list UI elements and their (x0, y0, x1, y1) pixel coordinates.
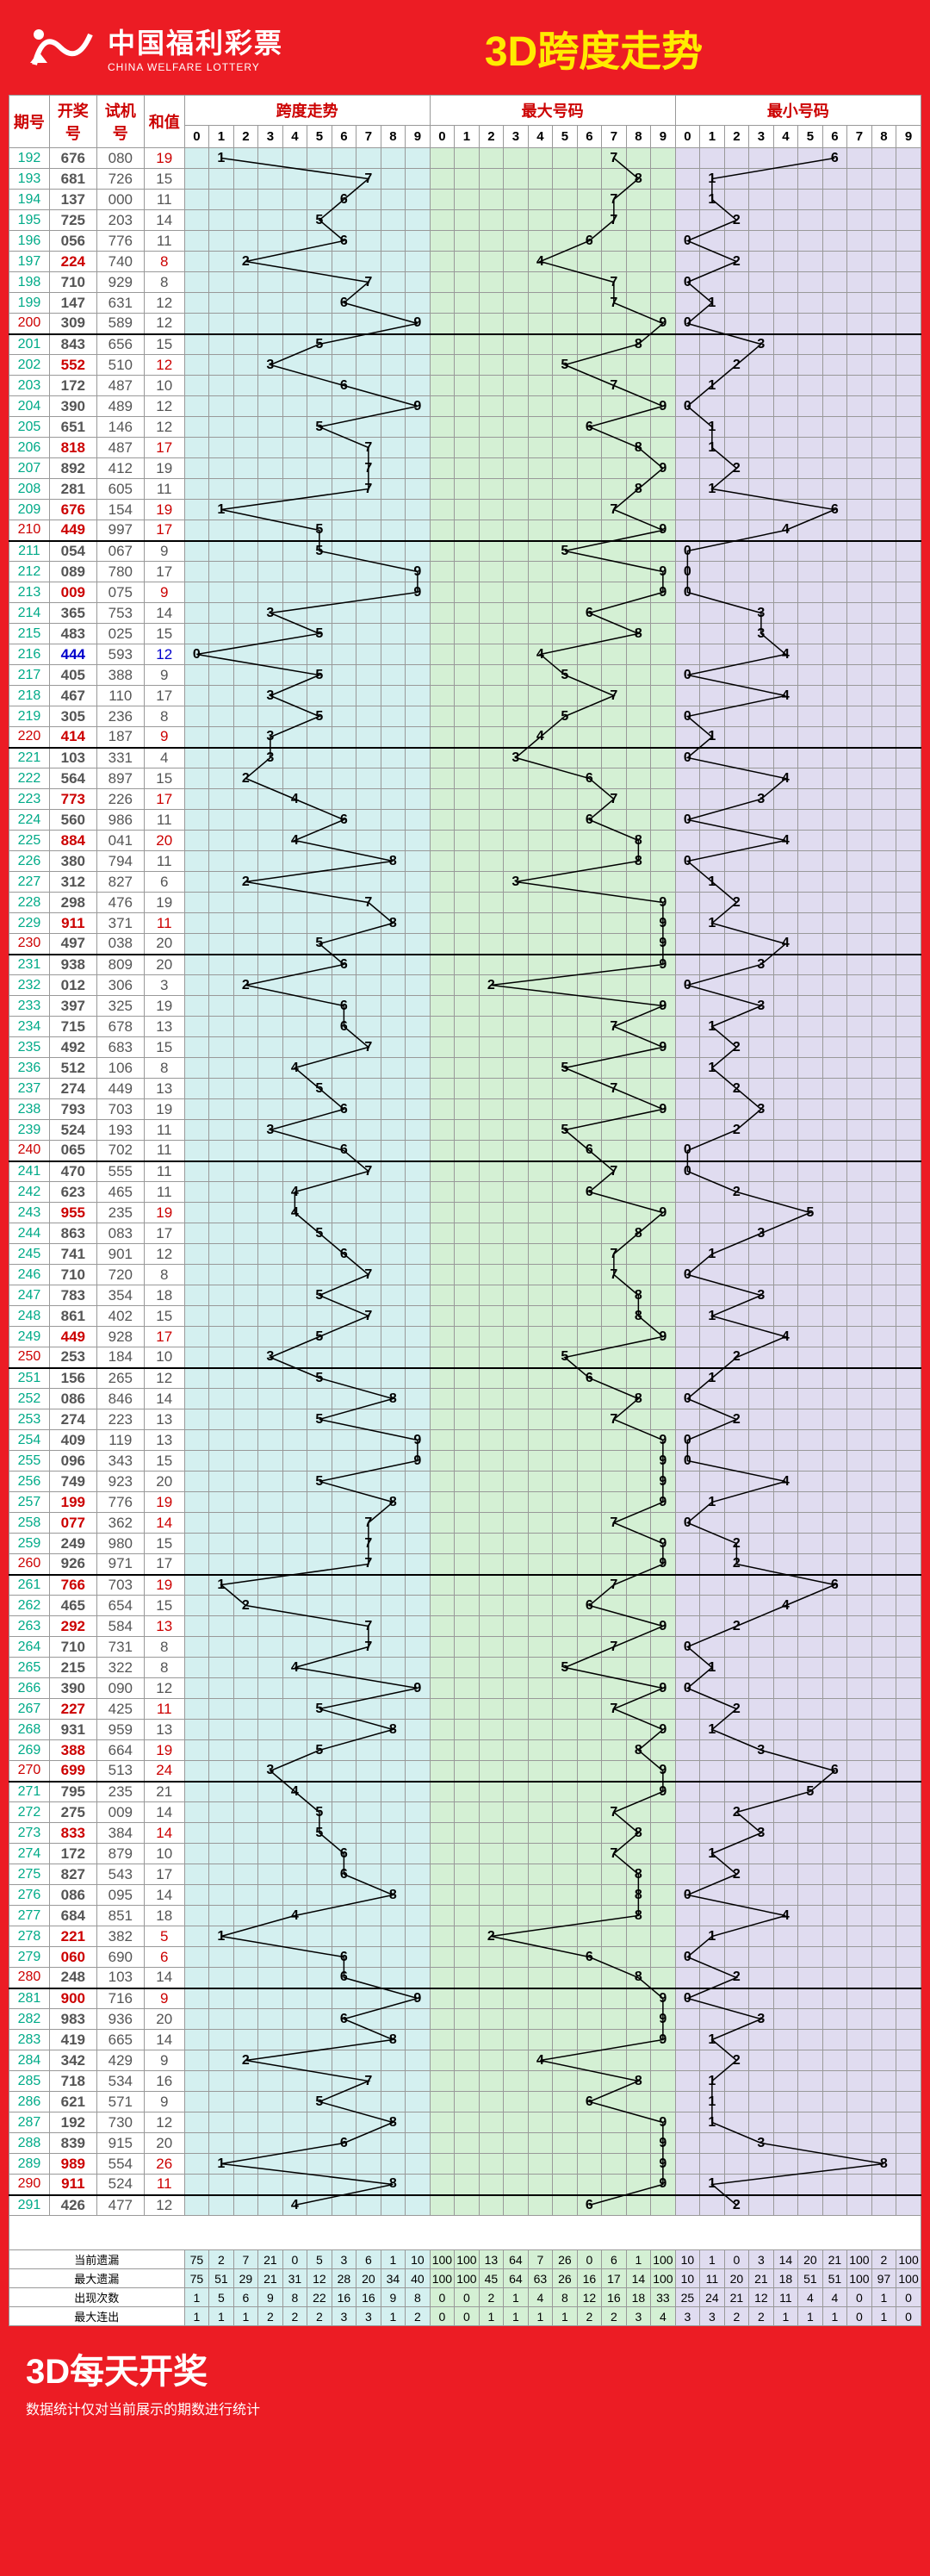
logo-text-cn: 中国福利彩票 (108, 22, 283, 61)
digit-header-cell: 8 (381, 126, 406, 148)
digit-header-cell: 8 (871, 126, 896, 148)
footer-title: 3D每天开奖 (26, 2343, 904, 2393)
col-issue: 期号 (9, 96, 50, 148)
trend-table: 期号 开奖号 试机号 和值 跨度走势 最大号码 最小号码 01234567890… (9, 95, 921, 2326)
digit-header-cell: 4 (773, 126, 798, 148)
digit-header-cell: 2 (233, 126, 258, 148)
digit-header-cell: 9 (406, 126, 431, 148)
lottery-logo-icon (26, 22, 95, 73)
digit-header-cell: 4 (528, 126, 553, 148)
digit-header-cell: 5 (307, 126, 332, 148)
col-chart-c: 最小号码 (675, 96, 921, 126)
digit-header-cell: 6 (577, 126, 602, 148)
digit-header-cell: 2 (724, 126, 749, 148)
digit-header-cell: 4 (282, 126, 307, 148)
digit-header-cell: 0 (430, 126, 455, 148)
digit-header-cell: 1 (700, 126, 725, 148)
digit-header-cell: 6 (332, 126, 356, 148)
footer: 3D每天开奖 数据统计仅对当前展示的期数进行统计 (0, 2326, 930, 2436)
footer-sub: 数据统计仅对当前展示的期数进行统计 (26, 2398, 904, 2418)
col-chart-a: 跨度走势 (184, 96, 430, 126)
col-sum: 和值 (144, 96, 184, 148)
digit-header-cell: 2 (479, 126, 504, 148)
digit-header-cell: 9 (651, 126, 676, 148)
col-test: 试机号 (96, 96, 144, 148)
digit-header-cell: 0 (675, 126, 700, 148)
digit-header-cell: 1 (209, 126, 234, 148)
digit-header-cell: 7 (847, 126, 872, 148)
col-chart-b: 最大号码 (430, 96, 675, 126)
digit-header-cell: 3 (504, 126, 529, 148)
digit-header-cell: 9 (896, 126, 921, 148)
digit-header-cell: 7 (356, 126, 381, 148)
logo-text-en: CHINA WELFARE LOTTERY (108, 61, 283, 73)
digit-header-cell: 7 (602, 126, 627, 148)
header: 中国福利彩票 CHINA WELFARE LOTTERY 3D跨度走势 (0, 0, 930, 95)
digit-header-cell: 6 (822, 126, 847, 148)
digit-header-cell: 1 (455, 126, 480, 148)
digit-header-cell: 8 (626, 126, 651, 148)
digit-header-cell: 5 (553, 126, 578, 148)
logo: 中国福利彩票 CHINA WELFARE LOTTERY (26, 22, 283, 73)
digit-header-cell: 3 (749, 126, 774, 148)
col-draw: 开奖号 (49, 96, 96, 148)
digit-header-cell: 3 (258, 126, 283, 148)
digit-header-cell: 0 (184, 126, 209, 148)
digit-header-cell: 5 (798, 126, 823, 148)
page-title: 3D跨度走势 (283, 17, 904, 78)
